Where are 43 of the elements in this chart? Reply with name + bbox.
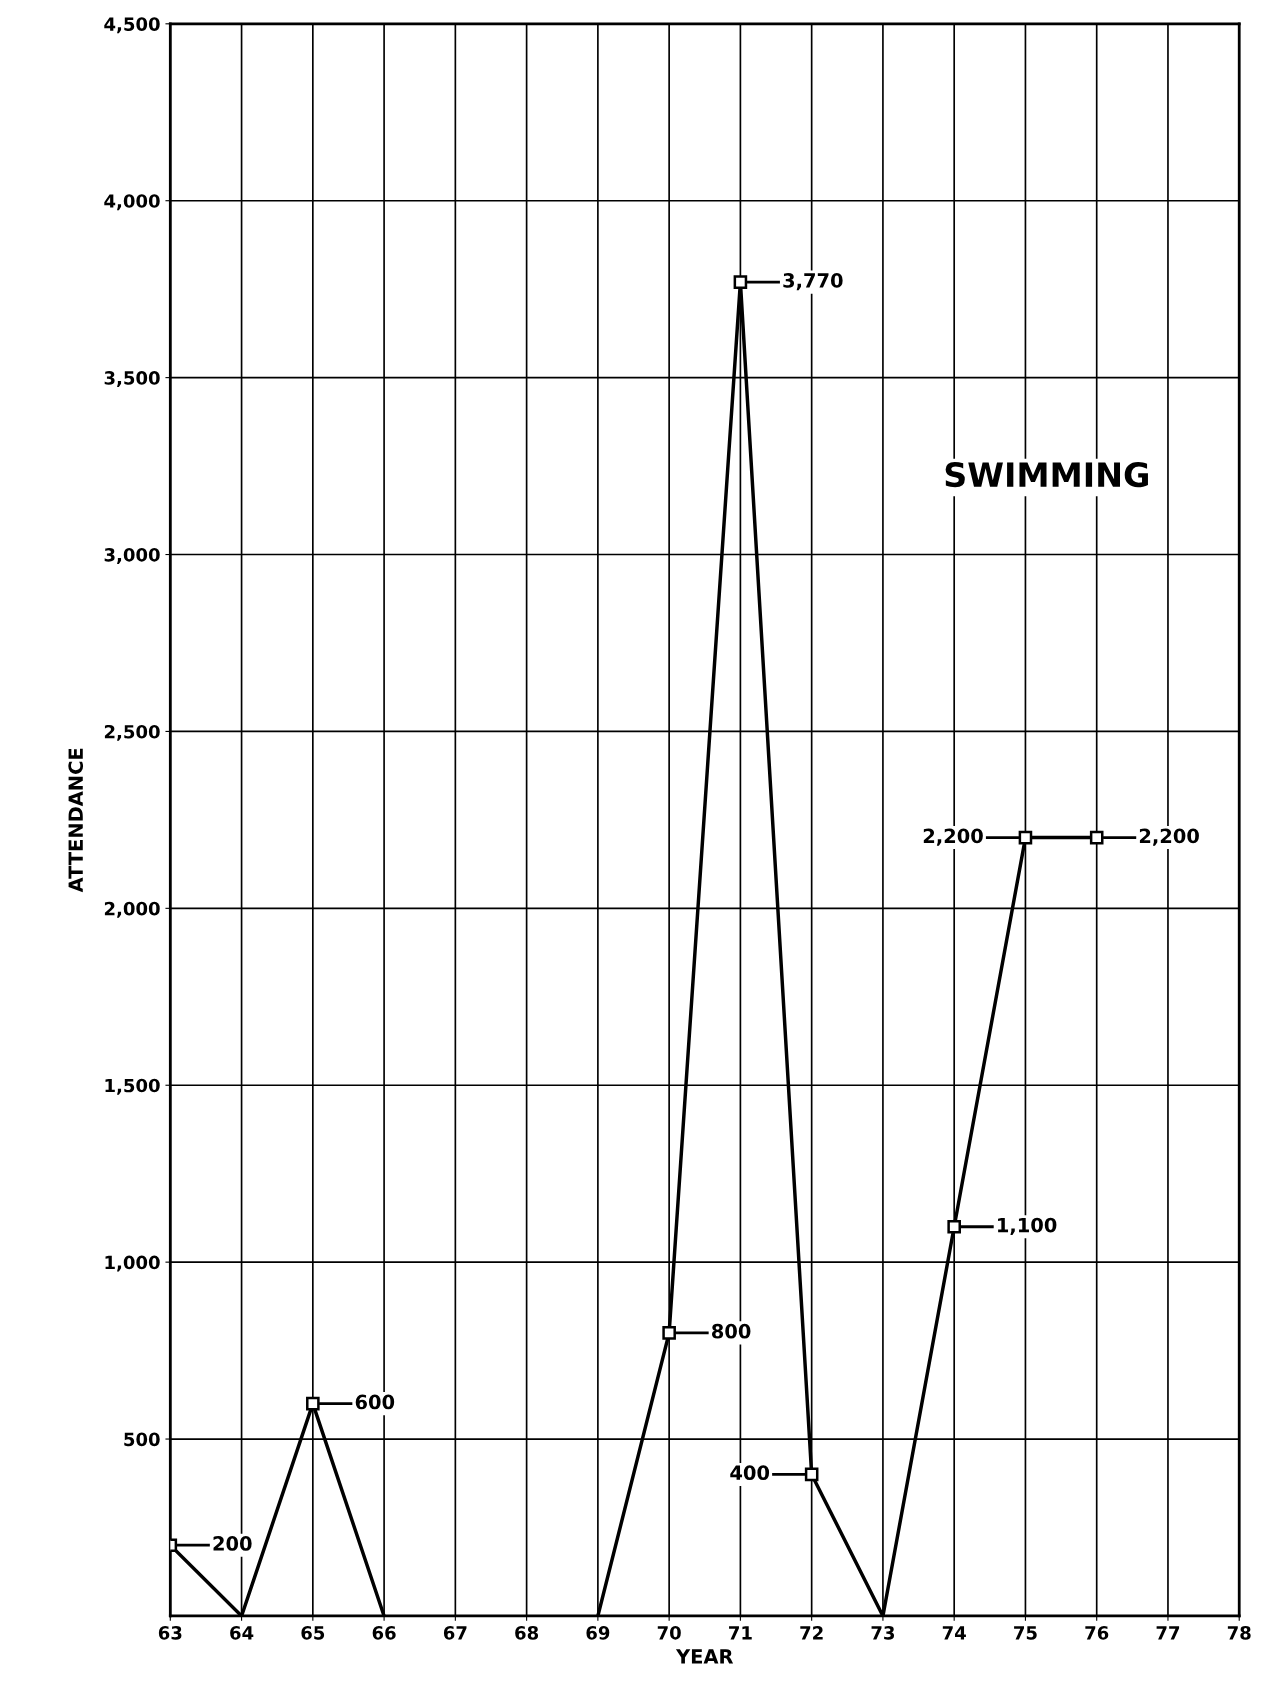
y-tick-label: 3,500 (104, 371, 160, 388)
x-tick-label: 78 (1227, 1625, 1251, 1640)
point (1089, 830, 1104, 845)
point (662, 1326, 676, 1340)
x-tick-label: 66 (372, 1626, 396, 1640)
x-tick-label: 63 (158, 1625, 182, 1640)
y-tick-label: 2,000 (104, 901, 160, 918)
y-tick-label: 2,500 (104, 724, 160, 741)
data-label: 2,200 (1139, 828, 1199, 846)
x-tick-label: 75 (1014, 1626, 1037, 1640)
x-tick-label: 71 (729, 1626, 752, 1640)
text: SWIMMING (945, 462, 1148, 488)
x-tick-label: 74 (942, 1626, 966, 1640)
x-tick-label: 77 (1156, 1626, 1180, 1640)
point (947, 1219, 961, 1234)
x-tick-label: 65 (301, 1626, 325, 1640)
data-label: 400 (730, 1465, 770, 1481)
data-label: 200 (213, 1536, 252, 1551)
x-tick-label: 76 (1085, 1626, 1109, 1640)
x-tick-label: 73 (871, 1625, 895, 1640)
x-tick-label: 64 (230, 1626, 254, 1640)
data-label: 3,770 (783, 273, 843, 291)
point (306, 1396, 320, 1411)
y-tick-label: 1,000 (105, 1255, 160, 1272)
x-axis-title: YEAR (675, 1649, 734, 1664)
data-label: 2,200 (923, 828, 983, 846)
y-tick-label: 4,000 (104, 194, 160, 211)
x-tick-label: 69 (586, 1626, 610, 1640)
data-label: 1,100 (998, 1217, 1057, 1235)
y-tick-label: 500 (124, 1432, 160, 1447)
x-tick-label: 67 (443, 1626, 467, 1640)
y-tick-label: 3,000 (104, 547, 160, 564)
x-tick-label: 70 (657, 1625, 681, 1640)
x-tick-label: 72 (800, 1625, 823, 1640)
data-label: 800 (711, 1323, 751, 1339)
x-tick-label: 68 (515, 1625, 539, 1640)
point (804, 1467, 819, 1482)
point (733, 275, 748, 289)
point (1018, 830, 1033, 845)
y-tick-label: 1,500 (105, 1078, 160, 1095)
y-axis-title: ATTENDANCE (68, 748, 84, 893)
data-label: 600 (355, 1394, 395, 1410)
y-tick-label: 4,500 (104, 17, 160, 34)
